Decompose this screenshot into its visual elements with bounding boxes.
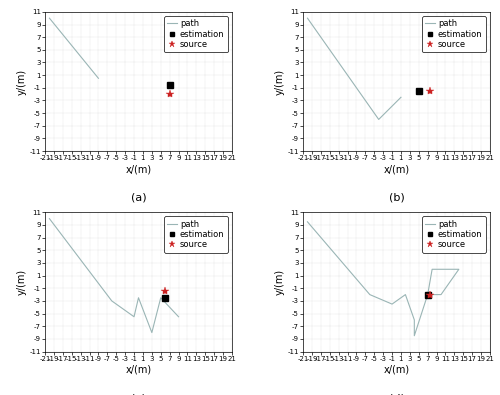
X-axis label: x/(m): x/(m) (126, 365, 152, 374)
Y-axis label: y/(m): y/(m) (274, 269, 284, 295)
Text: (a): (a) (130, 193, 146, 203)
Legend: path, estimation, source: path, estimation, source (422, 16, 486, 52)
Legend: path, estimation, source: path, estimation, source (422, 216, 486, 253)
X-axis label: x/(m): x/(m) (384, 164, 409, 174)
Y-axis label: y/(m): y/(m) (16, 68, 26, 94)
Text: (d): (d) (388, 393, 404, 395)
Y-axis label: y/(m): y/(m) (16, 269, 26, 295)
Text: (c): (c) (131, 393, 146, 395)
Legend: path, estimation, source: path, estimation, source (164, 16, 228, 52)
X-axis label: x/(m): x/(m) (126, 164, 152, 174)
X-axis label: x/(m): x/(m) (384, 365, 409, 374)
Legend: path, estimation, source: path, estimation, source (164, 216, 228, 253)
Text: (b): (b) (388, 193, 404, 203)
Y-axis label: y/(m): y/(m) (274, 68, 284, 94)
